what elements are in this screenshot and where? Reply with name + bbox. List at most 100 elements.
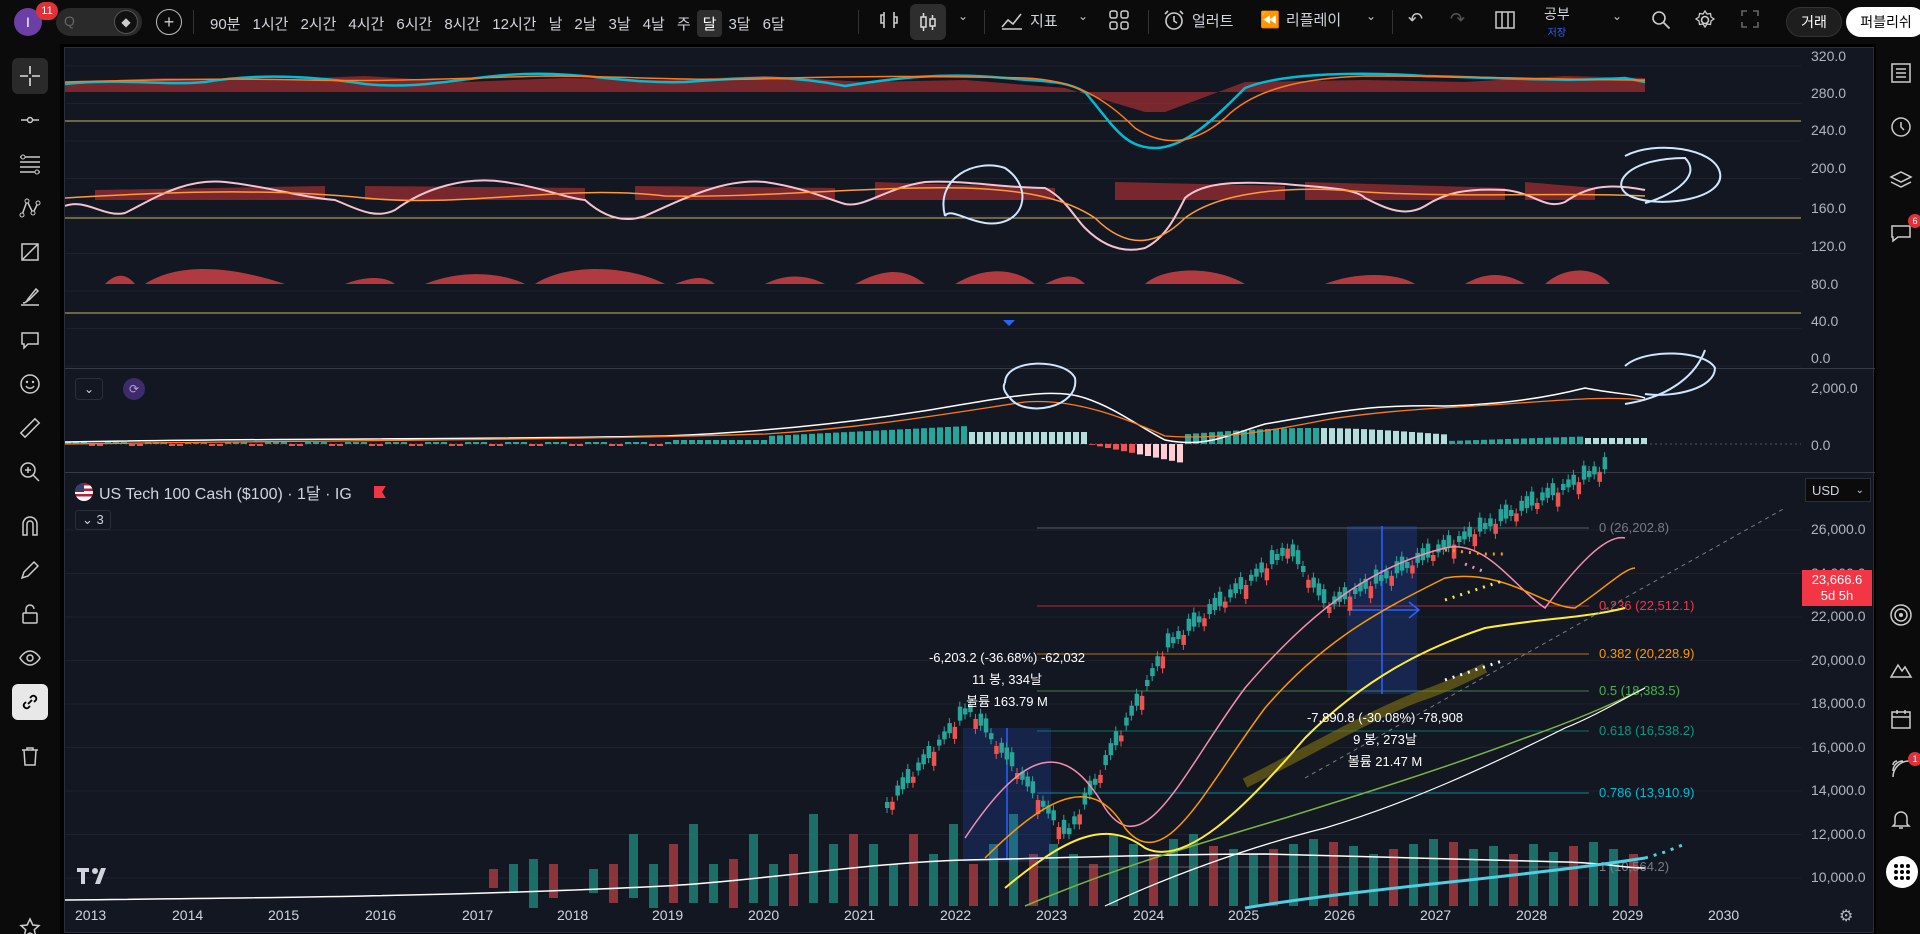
indicators-collapse-button[interactable]: ⌄ 3 bbox=[75, 510, 111, 530]
quick-search-icon[interactable] bbox=[1650, 9, 1672, 31]
add-symbol-button[interactable]: + bbox=[156, 9, 182, 35]
layers-icon[interactable] bbox=[1886, 166, 1916, 196]
timeframe-1[interactable]: 1시간 bbox=[252, 16, 289, 33]
study-save-button[interactable]: 공부 저장 bbox=[1544, 4, 1570, 39]
macd-histogram-bar bbox=[841, 432, 847, 444]
symbol-title[interactable]: US Tech 100 Cash ($100) · 1달 · IG bbox=[99, 486, 352, 503]
trash-icon[interactable] bbox=[12, 738, 48, 774]
macd-histogram-bar bbox=[1617, 438, 1623, 444]
layouts-icon[interactable] bbox=[1108, 9, 1130, 31]
timeframe-14[interactable]: 6달 bbox=[762, 16, 785, 33]
macd-histogram-bar bbox=[1145, 444, 1151, 456]
target-icon[interactable] bbox=[1886, 600, 1916, 630]
symbol-search[interactable]: Q ◆ bbox=[56, 8, 142, 36]
red-flag-icon[interactable] bbox=[373, 486, 386, 498]
chart-area[interactable]: 320.0 280.0 240.0 200.0 160.0 120.0 80.0 40.0 0.… bbox=[64, 47, 1875, 934]
trade-button[interactable]: 거래 bbox=[1786, 7, 1842, 37]
chart-settings-icon[interactable]: ⚙ bbox=[1839, 908, 1854, 925]
timeframe-13[interactable]: 3달 bbox=[728, 16, 751, 33]
chevron-down-icon[interactable]: ⌄ bbox=[1366, 9, 1377, 23]
alert-button[interactable]: 얼러트 bbox=[1162, 9, 1233, 31]
candle-body bbox=[1597, 471, 1602, 482]
fullscreen-icon[interactable] bbox=[1740, 9, 1760, 29]
apps-grid-icon[interactable] bbox=[1886, 856, 1918, 888]
macd-histogram-bar bbox=[1441, 434, 1447, 444]
eye-icon[interactable] bbox=[12, 640, 48, 676]
pane-divider[interactable] bbox=[65, 472, 1875, 473]
multi-chart-layout-icon[interactable] bbox=[1494, 9, 1516, 31]
ruler-icon[interactable] bbox=[12, 410, 48, 446]
time-axis-label: 2013 bbox=[75, 907, 106, 923]
timeframe-9[interactable]: 3날 bbox=[608, 16, 631, 33]
macd-histogram-bar bbox=[465, 442, 471, 444]
undo-icon[interactable]: ↶ bbox=[1408, 9, 1424, 29]
osc1-signal bbox=[65, 75, 1646, 142]
fib-retracement-icon[interactable] bbox=[12, 146, 48, 182]
chevron-down-icon[interactable]: ⌄ bbox=[1078, 9, 1089, 23]
indicators-button[interactable]: 지표 bbox=[1000, 9, 1058, 31]
clock-icon[interactable] bbox=[1886, 112, 1916, 142]
candle-body bbox=[968, 704, 973, 713]
brush-icon[interactable] bbox=[12, 278, 48, 314]
volume-bar bbox=[969, 864, 978, 906]
magnet-icon[interactable] bbox=[12, 508, 48, 544]
timeframe-4[interactable]: 6시간 bbox=[396, 16, 433, 33]
timeframe-2[interactable]: 2시간 bbox=[300, 16, 337, 33]
chart-canvas[interactable]: 320.0 280.0 240.0 200.0 160.0 120.0 80.0 40.0 0.… bbox=[65, 48, 1875, 934]
collapse-pane-button[interactable]: ⌄ bbox=[75, 378, 103, 400]
redo-icon[interactable]: ↷ bbox=[1450, 9, 1466, 29]
publish-button[interactable]: 퍼블리쉬 bbox=[1846, 7, 1920, 37]
candle-body bbox=[1441, 539, 1446, 550]
pattern-icon[interactable] bbox=[12, 190, 48, 226]
candle-body bbox=[1462, 531, 1467, 540]
macd-histogram-bar bbox=[673, 440, 679, 444]
chat-icon[interactable] bbox=[1886, 218, 1916, 248]
macd-histogram-bar bbox=[921, 428, 927, 444]
replay-button[interactable]: ⏪ 리플레이 bbox=[1260, 9, 1341, 30]
pane-divider[interactable] bbox=[65, 368, 1875, 369]
lock-icon[interactable] bbox=[12, 596, 48, 632]
timeframe-10[interactable]: 4날 bbox=[642, 16, 665, 33]
candle-body bbox=[1181, 634, 1186, 645]
trend-line-icon[interactable] bbox=[12, 102, 48, 138]
drawn-circle bbox=[1002, 362, 1077, 410]
timeframe-11[interactable]: 주 bbox=[676, 16, 691, 33]
macd-histogram-bar bbox=[353, 442, 359, 444]
macd-histogram-bar bbox=[81, 442, 87, 444]
signal-icon[interactable] bbox=[1886, 754, 1916, 784]
chevron-down-icon[interactable]: ⌄ bbox=[958, 9, 969, 23]
bell-icon[interactable] bbox=[1886, 804, 1916, 834]
diamond-icon[interactable]: ◆ bbox=[114, 10, 138, 34]
timeframe-7[interactable]: 날 bbox=[548, 16, 563, 33]
emoji-icon[interactable] bbox=[12, 366, 48, 402]
timeframe-5[interactable]: 8시간 bbox=[444, 16, 481, 33]
refresh-icon[interactable]: ⟳ bbox=[123, 378, 145, 400]
chevron-down-icon[interactable]: ⌄ bbox=[1612, 9, 1623, 23]
crosshair-icon[interactable] bbox=[12, 58, 48, 94]
pencil-lock-icon[interactable] bbox=[12, 552, 48, 588]
timeframe-12[interactable]: 달 bbox=[696, 10, 723, 37]
projection-icon[interactable] bbox=[12, 234, 48, 270]
link-icon[interactable] bbox=[12, 684, 48, 720]
candle-body bbox=[1275, 554, 1280, 560]
timeframe-3[interactable]: 4시간 bbox=[348, 16, 385, 33]
time-axis-label: 2027 bbox=[1420, 907, 1451, 923]
candle-body bbox=[999, 742, 1004, 753]
timeframe-8[interactable]: 2날 bbox=[574, 16, 597, 33]
bar-style-icon[interactable] bbox=[878, 9, 900, 31]
timeframe-6[interactable]: 12시간 bbox=[492, 16, 537, 33]
text-note-icon[interactable] bbox=[12, 322, 48, 358]
timeframe-0[interactable]: 90분 bbox=[210, 16, 241, 33]
mountain-icon[interactable] bbox=[1886, 654, 1916, 684]
candle-body bbox=[1509, 510, 1514, 516]
star-icon[interactable] bbox=[12, 910, 48, 934]
volume-bar bbox=[869, 844, 878, 906]
settings-gear-icon[interactable] bbox=[1694, 9, 1716, 31]
watchlist-icon[interactable] bbox=[1886, 58, 1916, 88]
zoom-in-icon[interactable] bbox=[12, 454, 48, 490]
calendar-icon[interactable] bbox=[1886, 704, 1916, 734]
currency-selector[interactable]: USD ⌄ bbox=[1805, 478, 1871, 502]
candle-body bbox=[900, 777, 906, 790]
candle-body bbox=[1098, 774, 1103, 783]
candle-style-icon[interactable] bbox=[910, 4, 946, 40]
